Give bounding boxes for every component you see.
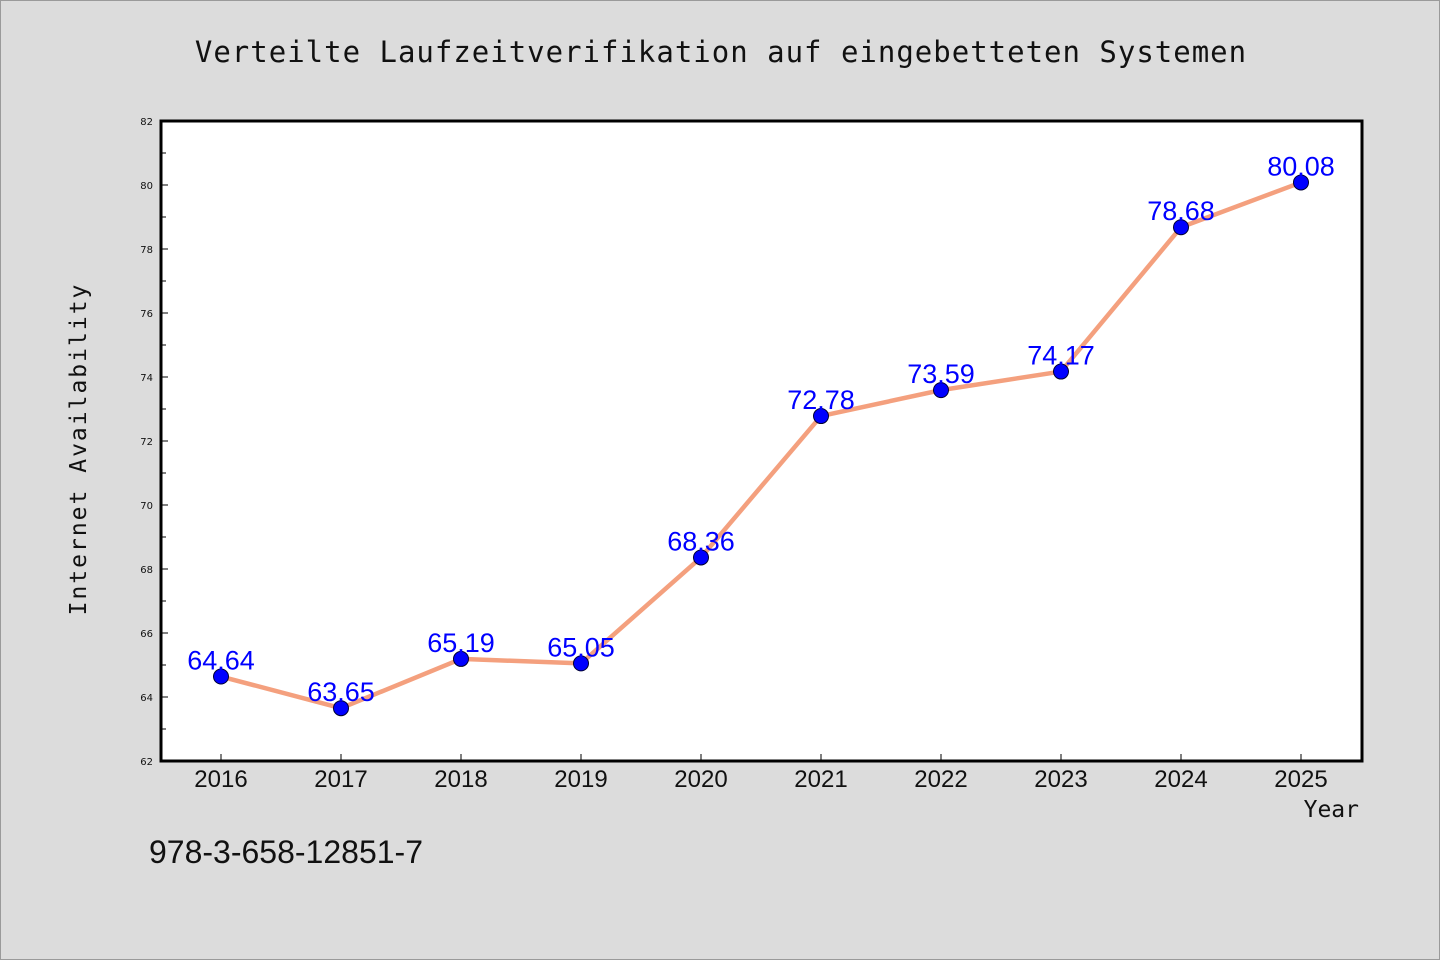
data-point	[693, 549, 709, 566]
y-tick-label: 72	[140, 437, 153, 448]
data-label: 72.78	[787, 385, 855, 415]
y-tick-label: 76	[140, 309, 153, 320]
y-tick-label: 80	[140, 181, 153, 192]
y-tick-label: 74	[140, 373, 153, 384]
data-point	[933, 382, 949, 399]
chart-title: Verteilte Laufzeitverifikation auf einge…	[194, 35, 1248, 69]
data-point	[813, 408, 829, 425]
data-point	[453, 650, 469, 667]
x-tick-label: 2021	[794, 766, 847, 793]
x-tick-label: 2016	[194, 766, 247, 793]
y-tick-label: 82	[140, 117, 153, 128]
x-tick-label: 2019	[554, 766, 607, 793]
y-tick-label: 64	[140, 693, 153, 704]
plot-area	[159, 119, 1364, 763]
data-point	[213, 668, 229, 685]
series-line-group	[218, 180, 1304, 711]
y-tick-label: 70	[140, 501, 153, 512]
data-label: 65.19	[427, 628, 495, 658]
y-tick-label: 66	[140, 629, 153, 640]
y-tick-label: 68	[140, 565, 153, 576]
y-tick-label: 78	[140, 245, 153, 256]
data-label: 63.65	[307, 677, 375, 707]
x-axis-ticks: 2016 2017 2018 2019 2020 2021 2022 2023 2024 2025	[194, 754, 1328, 793]
x-tick-label: 2018	[434, 766, 487, 793]
x-tick-label: 2017	[314, 766, 367, 793]
data-point	[1173, 219, 1189, 236]
isbn-footnote: 978-3-658-12851-7	[149, 834, 423, 870]
x-tick-label: 2020	[674, 766, 727, 793]
data-point	[1293, 174, 1309, 191]
data-point	[1053, 363, 1069, 380]
data-label: 73.59	[907, 359, 975, 389]
series-line	[218, 180, 1304, 711]
data-point	[573, 655, 589, 672]
data-label: 74.17	[1027, 341, 1095, 371]
y-axis-ticks: 62 64 66 68 70 72 74 76 78 80 82	[140, 117, 168, 768]
x-tick-label: 2024	[1154, 766, 1207, 793]
data-point	[333, 700, 349, 717]
data-label: 64.64	[187, 646, 255, 676]
x-tick-label: 2022	[914, 766, 967, 793]
x-tick-label: 2025	[1274, 766, 1327, 793]
data-label: 78.68	[1147, 196, 1215, 226]
data-label: 65.05	[547, 632, 615, 662]
x-axis-label: Year	[1303, 797, 1359, 823]
x-tick-label: 2023	[1034, 766, 1087, 793]
data-label: 68.36	[667, 526, 735, 556]
data-label: 80.08	[1267, 151, 1335, 181]
data-markers	[213, 174, 1309, 717]
data-labels: 64.64 63.65 65.19 65.05 68.36 72.78 73.59 74.17…	[187, 151, 1335, 707]
y-tick-label: 62	[140, 757, 153, 768]
